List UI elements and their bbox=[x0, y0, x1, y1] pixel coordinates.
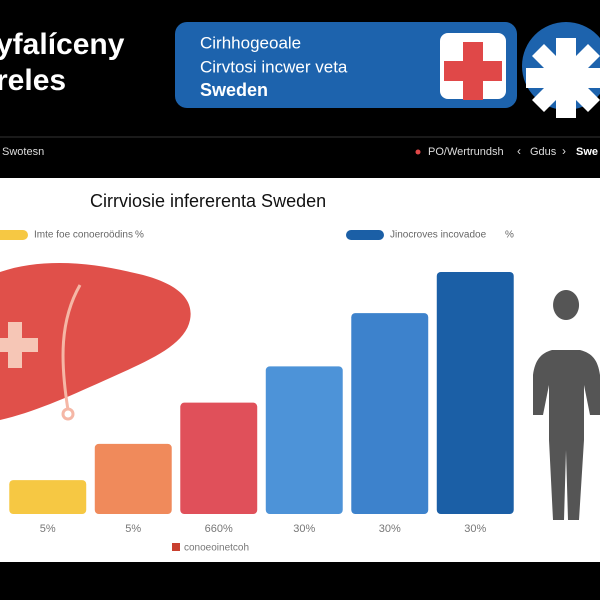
bar bbox=[436, 272, 514, 514]
header-title: reles bbox=[0, 64, 66, 97]
nav-link[interactable]: PO/Wertrundsh bbox=[428, 146, 504, 158]
nav-link[interactable]: Swe bbox=[576, 146, 598, 158]
nav-link[interactable]: Gdus bbox=[530, 146, 557, 158]
bar bbox=[9, 480, 87, 514]
x-tick-label: 5% bbox=[40, 523, 56, 535]
legend-swatch bbox=[346, 230, 384, 240]
legend-swatch bbox=[0, 230, 28, 240]
bar bbox=[180, 402, 258, 514]
x-tick-label: 30% bbox=[464, 523, 486, 535]
banner-text: Cirhhogeoale bbox=[200, 33, 301, 52]
note-text: conoeoinetcoh bbox=[184, 543, 249, 554]
legend-suffix: % bbox=[505, 230, 514, 241]
banner-text: Sweden bbox=[200, 80, 268, 100]
person-silhouette bbox=[533, 290, 600, 520]
nav-arrow[interactable]: › bbox=[562, 144, 566, 158]
x-tick-label: 660% bbox=[205, 523, 233, 535]
x-tick-label: 30% bbox=[293, 523, 315, 535]
bar bbox=[94, 443, 172, 514]
note-swatch bbox=[172, 543, 180, 551]
x-tick-label: 5% bbox=[125, 523, 141, 535]
nav-dot bbox=[415, 149, 421, 155]
legend-label: Jinocroves incovadoe bbox=[390, 230, 487, 241]
liver-cross bbox=[0, 322, 38, 368]
banner bbox=[175, 22, 517, 108]
nav-label: Swotesn bbox=[2, 146, 44, 158]
bar bbox=[351, 313, 429, 514]
liver-illustration bbox=[0, 262, 191, 420]
chart-title: Cirrviosie infererenta Sweden bbox=[90, 191, 326, 211]
medical-icon-mark bbox=[526, 38, 600, 118]
liver-vessel-end bbox=[61, 407, 75, 421]
header-title: yfalíceny bbox=[0, 28, 125, 61]
legend-suffix: % bbox=[135, 230, 144, 241]
cross-icon-plus bbox=[444, 42, 502, 100]
legend-label: Imte foe conoeroödins bbox=[34, 230, 133, 241]
liver-vessel bbox=[61, 284, 82, 411]
banner-text: Cirvtosi incwer veta bbox=[200, 57, 348, 76]
bar bbox=[265, 366, 343, 514]
nav-arrow[interactable]: ‹ bbox=[517, 144, 521, 158]
x-tick-label: 30% bbox=[379, 523, 401, 535]
